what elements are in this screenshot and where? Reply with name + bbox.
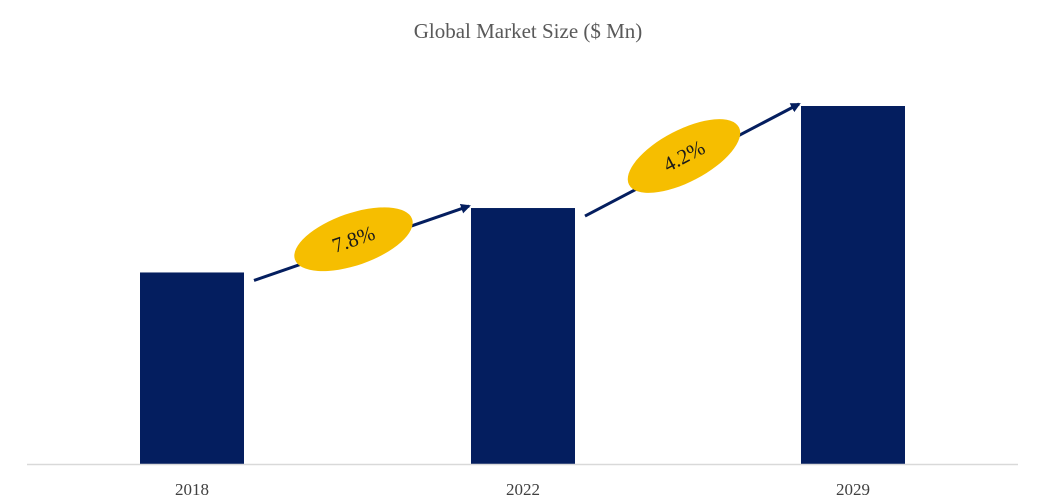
x-tick-label-2029: 2029 xyxy=(836,480,870,499)
cagr-badge-2: 4.2% xyxy=(627,119,741,193)
cagr-badge-shape xyxy=(294,207,413,272)
bar-2029 xyxy=(801,106,905,464)
cagr-badge-shape xyxy=(627,119,741,193)
bar-2022 xyxy=(471,208,575,464)
x-tick-label-2022: 2022 xyxy=(506,480,540,499)
x-tick-labels: 2018 2022 2029 xyxy=(175,480,870,499)
cagr-annotations: 7.8% 4.2% xyxy=(253,102,801,282)
bar-2018 xyxy=(140,272,244,464)
chart-title: Global Market Size ($ Mn) xyxy=(414,19,643,43)
x-tick-label-2018: 2018 xyxy=(175,480,209,499)
bars-layer xyxy=(140,106,905,464)
cagr-badge-1: 7.8% xyxy=(294,207,413,272)
